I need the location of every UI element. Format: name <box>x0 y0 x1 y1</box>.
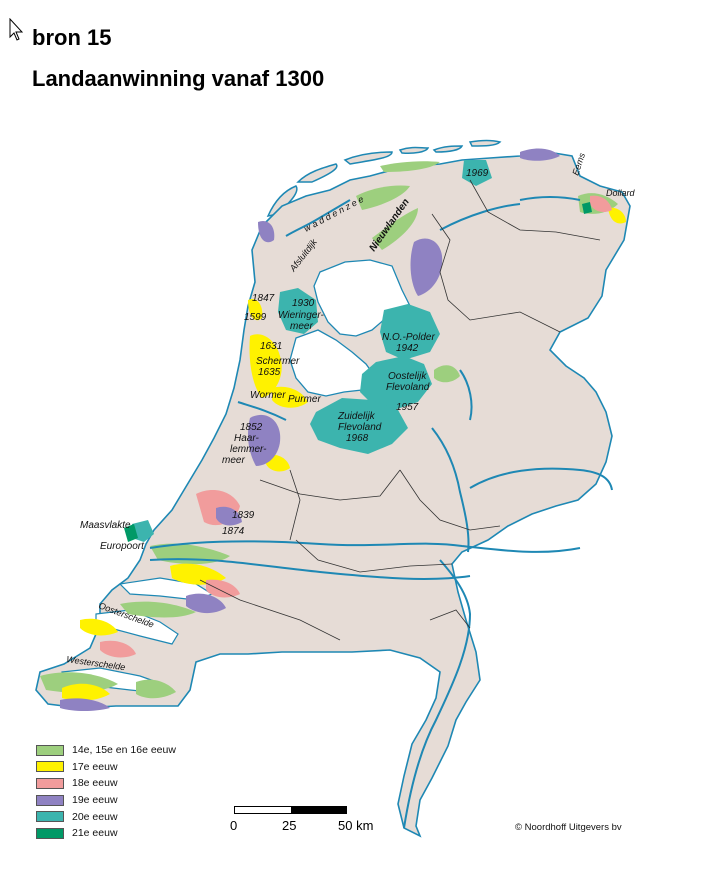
zones-17e-eeuw <box>62 207 626 701</box>
label-1839: 1839 <box>232 510 255 521</box>
label-oost-year: 1957 <box>396 402 419 413</box>
legend-item: 17e eeuw <box>36 759 176 776</box>
label-zuid-2: Flevoland <box>338 422 382 433</box>
legend-label: 21e eeuw <box>72 827 118 840</box>
label-purmer: Purmer <box>288 394 321 405</box>
scale-bar-graphic <box>234 806 347 814</box>
legend-label: 18e eeuw <box>72 777 118 790</box>
legend-label: 20e eeuw <box>72 810 118 823</box>
legend-swatch <box>36 777 64 789</box>
wadden-islands <box>266 139 502 218</box>
wieringermeer-polder <box>278 288 318 334</box>
label-maasvlakte: Maasvlakte <box>80 520 131 531</box>
label-1852: 1852 <box>240 422 263 433</box>
zones-20e-eeuw <box>132 160 492 542</box>
label-europoort: Europoort <box>100 541 145 552</box>
label-wieringermeer-2: meer <box>290 321 313 332</box>
label-wieringermeer-year: 1930 <box>292 298 315 309</box>
mainland-shape <box>35 151 631 838</box>
map-title: Landaanwinning vanaf 1300 <box>32 66 325 91</box>
label-haar-3: meer <box>222 455 245 466</box>
noordoostpolder <box>380 304 440 360</box>
mouse-pointer-icon <box>9 18 23 41</box>
scale-tick-50: 50 km <box>338 818 374 833</box>
legend-item: 14e, 15e en 16e eeuw <box>36 742 176 759</box>
scale-tick-25: 25 <box>282 818 297 833</box>
label-haar-2: lemmer- <box>230 444 267 455</box>
zuidelijk-flevoland <box>310 398 408 454</box>
label-oost-2: Flevoland <box>386 382 430 393</box>
label-dollard: Dollard <box>606 188 636 198</box>
label-eems: Eems <box>570 151 587 176</box>
label-1847: 1847 <box>252 293 275 304</box>
legend-label: 14e, 15e en 16e eeuw <box>72 744 176 757</box>
oostelijk-flevoland <box>360 356 432 410</box>
legend-item: 21e eeuw <box>36 825 176 842</box>
legend-swatch <box>36 827 64 839</box>
label-1635: 1635 <box>258 367 281 378</box>
label-nop-year: 1942 <box>396 343 419 354</box>
label-haar-1: Haar- <box>234 433 259 444</box>
scale-tick-0: 0 <box>230 818 238 833</box>
legend-swatch <box>36 744 64 756</box>
legend-swatch <box>36 811 64 823</box>
rivers <box>149 196 613 829</box>
legend-label: 17e eeuw <box>72 760 118 773</box>
copyright-notice: © Noordhoff Uitgevers bv <box>515 822 622 833</box>
label-wieringermeer-1: Wieringer- <box>278 310 325 321</box>
zones-19e-eeuw <box>60 148 560 711</box>
label-schermer: Schermer <box>256 356 300 367</box>
label-1599: 1599 <box>244 312 267 323</box>
label-1874: 1874 <box>222 526 245 537</box>
legend-swatch <box>36 761 64 773</box>
label-1969: 1969 <box>466 168 489 179</box>
zones-21e-eeuw <box>124 202 592 542</box>
map-legend: 14e, 15e en 16e eeuw 17e eeuw 18e eeuw 1… <box>36 742 176 842</box>
legend-item: 18e eeuw <box>36 775 176 792</box>
legend-label: 19e eeuw <box>72 794 118 807</box>
label-zuid-year: 1968 <box>346 433 369 444</box>
source-label: bron 15 <box>32 25 112 50</box>
province-borders <box>199 179 601 641</box>
legend-item: 19e eeuw <box>36 792 176 809</box>
scale-bar: 0 25 50 km <box>226 804 386 844</box>
label-zuid-1: Zuidelijk <box>337 411 376 422</box>
legend-swatch <box>36 794 64 806</box>
label-1631: 1631 <box>260 341 282 352</box>
label-wormer: Wormer <box>250 390 286 401</box>
label-oost-1: Oostelijk <box>388 371 427 382</box>
label-nop-name: N.O.-Polder <box>382 332 435 343</box>
legend-item: 20e eeuw <box>36 808 176 825</box>
